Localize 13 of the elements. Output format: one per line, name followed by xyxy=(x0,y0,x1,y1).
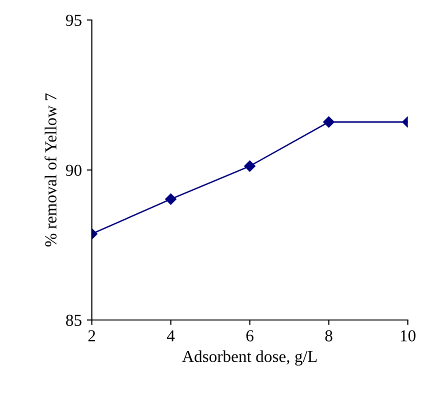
y-tick-label: 85 xyxy=(66,314,82,326)
y-axis-title: % removal of Yellow 7 xyxy=(44,93,57,247)
point xyxy=(244,160,256,172)
y-tick-label: 90 xyxy=(66,164,82,176)
x-tick-label: 4 xyxy=(166,330,175,342)
x-tick-label: 6 xyxy=(246,330,254,342)
point xyxy=(165,193,176,205)
point xyxy=(323,116,334,128)
x-tick-label: 8 xyxy=(325,330,332,342)
x-axis-title: Adsorbent dose, g/L xyxy=(182,350,317,366)
x-tick-label: 10 xyxy=(400,330,416,342)
y-tick-label: 95 xyxy=(66,14,82,26)
x-tick-label: 2 xyxy=(88,330,96,342)
